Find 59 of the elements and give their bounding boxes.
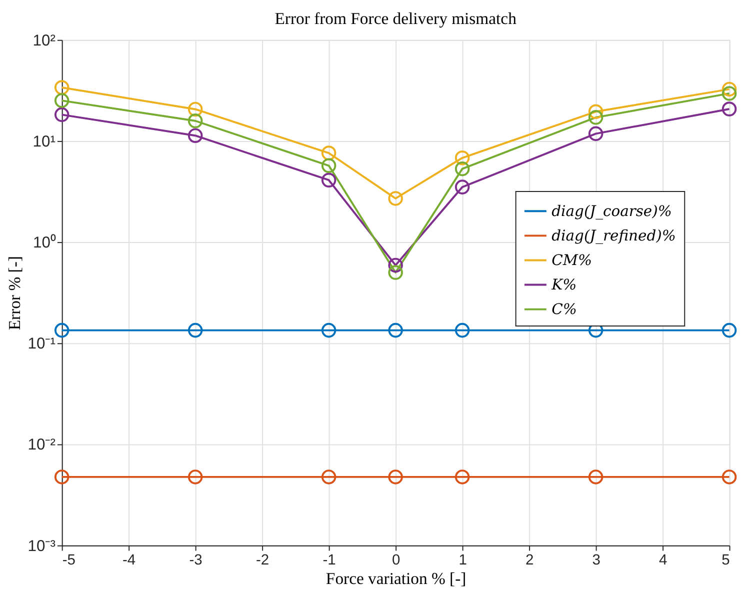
point	[588, 126, 604, 142]
point	[454, 150, 470, 166]
point	[454, 470, 470, 484]
point	[321, 158, 336, 174]
point	[388, 265, 403, 280]
point	[188, 102, 203, 117]
y-tick-label: 10⁻¹	[28, 336, 56, 353]
y-tick-label: 10⁰	[33, 233, 56, 252]
point	[454, 180, 470, 194]
x-tick-label: 4	[658, 552, 668, 568]
x-axis-title: Force variation % [-]	[326, 569, 466, 588]
point	[188, 322, 203, 338]
x-tick-label: -1	[322, 552, 336, 568]
point	[454, 322, 470, 338]
point	[54, 322, 70, 338]
point	[188, 128, 203, 143]
point	[54, 470, 70, 484]
legend-label: C%	[552, 301, 577, 318]
point	[388, 191, 403, 206]
x-tick-label: 3	[592, 552, 600, 568]
point	[321, 322, 336, 338]
y-tick-label: 10⁻³	[28, 538, 56, 555]
point	[321, 146, 336, 160]
x-tick-label: -5	[62, 552, 76, 568]
point	[588, 470, 604, 484]
point	[722, 82, 737, 97]
point	[388, 322, 403, 338]
y-tick-label: 10⁻²	[28, 436, 56, 454]
x-tick-label: 0	[392, 552, 400, 568]
point	[188, 470, 203, 484]
point	[722, 470, 737, 484]
legend-label: diag(J_coarse)%	[552, 203, 672, 220]
legend-label: CM%	[552, 252, 592, 270]
x-tick-label: 5	[722, 552, 730, 568]
point	[588, 110, 604, 125]
point	[321, 172, 336, 188]
point	[188, 114, 203, 128]
x-tick-label: 1	[458, 552, 467, 568]
point	[588, 104, 604, 120]
y-tick-label: 10¹	[32, 133, 56, 150]
chart-title: Error from Force delivery mismatch	[274, 9, 518, 28]
point	[54, 93, 70, 108]
point	[454, 161, 470, 176]
legend-label: K%	[550, 276, 577, 294]
x-tick-label: -3	[189, 552, 202, 568]
point	[54, 80, 70, 95]
point	[722, 102, 737, 116]
x-tick-label: -2	[256, 552, 270, 568]
point	[388, 470, 403, 484]
x-tick-label: -4	[122, 552, 136, 568]
y-axis-title: Error % [-]	[5, 256, 24, 330]
point	[722, 86, 737, 101]
point	[388, 258, 403, 273]
point	[321, 470, 336, 484]
point	[722, 322, 737, 338]
legend-label: diag(J_refined)%	[552, 228, 676, 245]
y-tick-label: 10²	[32, 32, 56, 50]
point	[54, 107, 70, 122]
x-tick-label: 2	[525, 552, 534, 568]
